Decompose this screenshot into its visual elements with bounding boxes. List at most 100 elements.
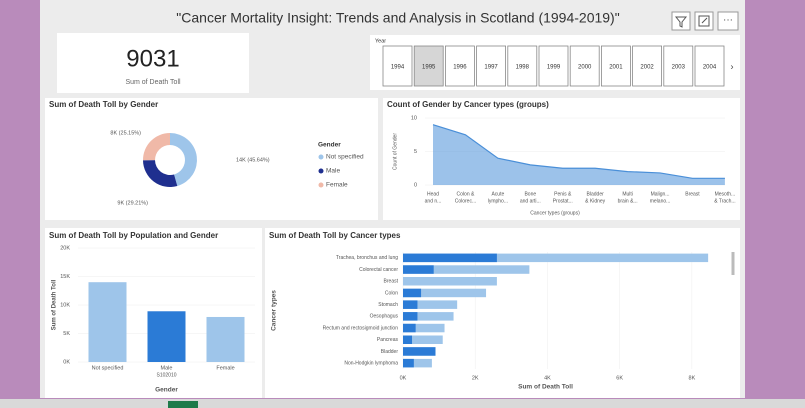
bar[interactable]	[403, 358, 432, 368]
chart-title: Sum of Death Toll by Gender	[49, 100, 158, 109]
bar[interactable]	[403, 253, 497, 263]
slicer-item[interactable]	[569, 45, 600, 87]
y-tick-label: Pancreas	[377, 337, 399, 343]
y-tick-label: Colon	[385, 290, 398, 296]
bar[interactable]	[403, 312, 454, 321]
slicer-item[interactable]	[632, 45, 662, 87]
slicer-item[interactable]	[476, 45, 507, 87]
bar[interactable]	[403, 277, 497, 286]
x-tick-label: Bone	[524, 191, 536, 197]
bar[interactable]	[403, 288, 487, 298]
slicer-item-label: 1996	[453, 65, 467, 71]
donut-slice[interactable]	[143, 133, 170, 161]
donut-slice[interactable]	[170, 132, 198, 186]
slicer-item[interactable]	[538, 45, 569, 87]
x-tick-label: lympho...	[488, 198, 508, 204]
x-tick-label: 6K	[616, 375, 623, 381]
slicer-item[interactable]	[444, 45, 475, 87]
slicer-item-label: 1995	[422, 65, 436, 71]
slicer-item[interactable]	[663, 45, 694, 87]
slicer-item-label: 1997	[484, 65, 498, 71]
legend-label: Male	[326, 168, 340, 175]
bar[interactable]	[206, 316, 245, 362]
x-tick-label: Not specified	[92, 365, 124, 371]
x-tick-label: Colorec...	[455, 198, 476, 204]
taskbar	[0, 399, 805, 408]
bar[interactable]	[403, 323, 445, 333]
taskbar-app[interactable]	[168, 401, 198, 408]
toolbar: ···	[671, 11, 739, 31]
x-tick-label: and arti...	[520, 198, 541, 204]
bar[interactable]	[403, 347, 436, 356]
x-tick-label: Malign...	[651, 191, 670, 197]
bar[interactable]	[403, 358, 414, 368]
legend-label: Female	[326, 182, 348, 189]
y-tick-label: Non-Hodgkin lymphoma	[344, 360, 398, 366]
data-label: 9K (29.21%)	[117, 200, 148, 206]
slicer-next[interactable]: ›	[731, 61, 734, 71]
report-title: "Cancer Mortality Insight: Trends and An…	[176, 10, 619, 26]
x-tick-label: Breast	[685, 191, 700, 197]
y-tick-label: Bladder	[381, 349, 399, 355]
data-label: 14K (45.64%)	[236, 157, 270, 163]
donut-slice[interactable]	[143, 160, 178, 188]
bar[interactable]	[403, 335, 413, 345]
y-tick-label: 10	[411, 115, 417, 121]
bar[interactable]	[88, 282, 127, 362]
slicer-item[interactable]	[413, 45, 444, 87]
focus-icon	[698, 15, 710, 27]
x-tick-label: Head	[427, 191, 439, 197]
x-tick-label: Bladder	[587, 191, 605, 197]
bar[interactable]	[403, 300, 458, 309]
bar[interactable]	[147, 311, 186, 362]
y-tick-label: 5K	[63, 331, 70, 337]
more-icon: ···	[723, 15, 733, 26]
x-tick-label: Prostat...	[553, 198, 573, 204]
x-tick-label: 4K	[544, 375, 551, 381]
data-label: 8K (25.15%)	[110, 130, 141, 136]
bar[interactable]	[403, 265, 434, 274]
x-tick-label: Acute	[491, 191, 504, 197]
y-axis-label: Sum of Death Toll	[52, 279, 58, 330]
filter-button[interactable]	[671, 11, 691, 31]
x-tick-label: melano...	[650, 198, 671, 204]
slicer-item[interactable]	[382, 45, 413, 87]
bar[interactable]	[403, 323, 416, 333]
y-axis-label: Cancer types	[271, 290, 278, 331]
y-tick-label: Stomach	[378, 302, 398, 308]
line	[432, 124, 725, 179]
bar[interactable]	[403, 288, 422, 298]
legend-marker[interactable]	[318, 154, 324, 160]
slicer-item-label: 2001	[609, 65, 623, 71]
more-button[interactable]	[717, 11, 739, 31]
x-tick-label: Multi	[622, 191, 633, 197]
y-tick-label: 0	[414, 182, 417, 188]
y-tick-label: Trachea, bronchus and lung	[336, 255, 398, 261]
legend-title: Gender	[318, 142, 341, 149]
panel	[265, 228, 740, 398]
slicer-item[interactable]	[694, 45, 725, 87]
slicer-item-label: 2003	[672, 65, 686, 71]
bar[interactable]	[403, 253, 709, 263]
x-tick-label: 8K	[689, 375, 696, 381]
x-tick-label: and n...	[425, 198, 442, 204]
y-tick-label: Colorectal cancer	[359, 267, 398, 273]
legend-label: Not specified	[326, 154, 364, 161]
x-tick-label: Female	[216, 365, 234, 371]
bar[interactable]	[403, 335, 443, 345]
slicer-item[interactable]	[601, 45, 631, 87]
bar[interactable]	[403, 312, 418, 321]
legend-marker[interactable]	[318, 168, 324, 174]
x-tick-label: Colon &	[457, 191, 475, 197]
x-axis-label: Sum of Death Toll	[518, 384, 573, 391]
slicer-item[interactable]	[507, 45, 538, 87]
bar[interactable]	[403, 300, 418, 309]
y-tick-label: 15K	[60, 274, 70, 280]
card-label: Sum of Death Toll	[125, 79, 181, 86]
y-tick-label: 10K	[60, 302, 70, 308]
x-tick-label: & Trach...	[714, 198, 735, 204]
bar[interactable]	[403, 265, 530, 274]
legend-marker[interactable]	[318, 182, 324, 188]
